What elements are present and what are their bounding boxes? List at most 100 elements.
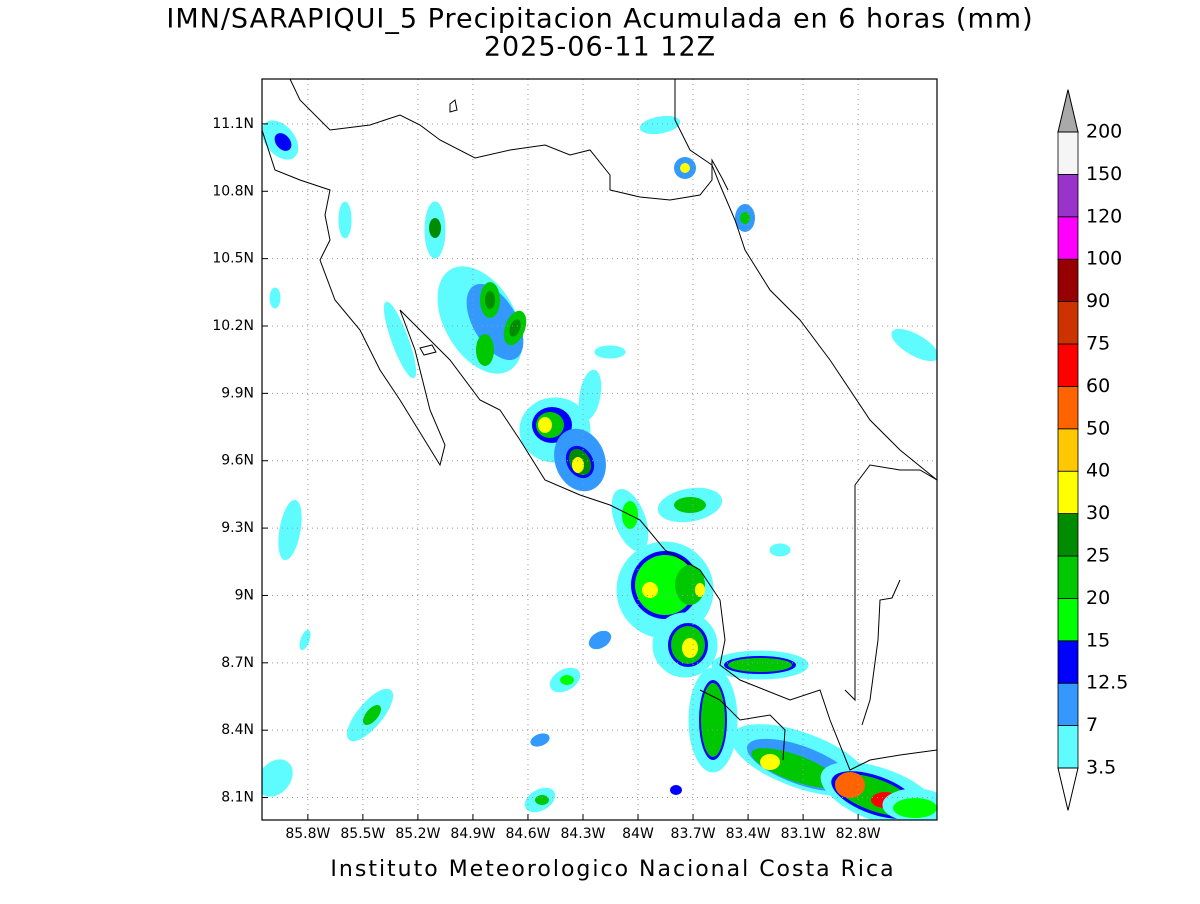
precip-area [695, 583, 705, 597]
colorbar-segment [1057, 258, 1079, 303]
colorbar-label: 120 [1086, 205, 1122, 227]
y-tick-label: 10.8N [212, 183, 254, 199]
precip-area [363, 705, 381, 725]
precip-area [262, 759, 293, 797]
x-tick-label: 85.5W [340, 826, 385, 842]
precip-area [476, 334, 494, 366]
colorbar-segment [1057, 725, 1079, 769]
colorbar-segment [1057, 470, 1079, 515]
island [419, 344, 437, 356]
precip-area [682, 638, 698, 658]
precip-area [572, 457, 584, 473]
x-tick-label: 83.7W [671, 826, 716, 842]
colorbar-segment [1057, 513, 1079, 557]
footer: Instituto Meteorologico Nacional Costa R… [330, 857, 895, 882]
island [449, 99, 458, 113]
x-tick-label: 83.4W [726, 826, 771, 842]
colorbar-label: 50 [1086, 417, 1110, 439]
colorbar-label: 3.5 [1086, 757, 1116, 779]
coastlines [262, 79, 937, 771]
colorbar-label: 15 [1086, 629, 1110, 651]
colorbar-label: 30 [1086, 502, 1110, 524]
border [861, 579, 901, 726]
x-tick-label: 85.8W [285, 826, 330, 842]
colorbar-label: 25 [1086, 545, 1110, 567]
precip-area [538, 417, 552, 433]
colorbar-label: 100 [1086, 248, 1122, 270]
precip-area [670, 785, 682, 795]
colorbar-segment [1057, 598, 1079, 642]
colorbar-segment [1057, 131, 1079, 175]
x-tick-label: 85.2W [395, 826, 440, 842]
y-tick-label: 10.5N [212, 251, 254, 267]
colorbar-over [1057, 89, 1079, 133]
precipitation-field [262, 115, 937, 820]
precip-area [578, 369, 602, 421]
y-tick-label: 8.7N [221, 655, 254, 671]
precip-area [530, 733, 550, 747]
precip-area [835, 772, 865, 798]
title: IMN/SARAPIQUI_5 Precipitacion Acumulada … [166, 4, 1033, 35]
colorbar-segment [1057, 640, 1079, 684]
colorbar-segment [1057, 682, 1079, 727]
precip-area [485, 291, 495, 309]
colorbar-segment [1057, 216, 1079, 260]
x-tick-label: 84W [622, 826, 654, 842]
y-tick-label: 9.6N [221, 453, 254, 469]
colorbar-segment [1057, 173, 1079, 218]
precip-area [740, 212, 750, 224]
coastline [699, 689, 786, 761]
colorbar-label: 7 [1086, 714, 1098, 736]
y-tick-label: 9N [235, 587, 254, 603]
precip-area [299, 630, 311, 650]
y-tick-label: 8.4N [221, 722, 254, 738]
colorbar-segment [1057, 343, 1079, 387]
precip-area [893, 798, 937, 818]
x-tick-label: 84.9W [450, 826, 495, 842]
precip-area [760, 754, 780, 770]
colorbar-label: 90 [1086, 290, 1110, 312]
precip-area [383, 301, 417, 379]
x-tick-label: 83.1W [781, 826, 826, 842]
colorbar-segment [1057, 301, 1079, 345]
colorbar-label: 150 [1086, 163, 1122, 185]
precip-area [728, 658, 792, 672]
subtitle: 2025-06-11 12Z [484, 32, 716, 63]
precip-area [535, 795, 549, 805]
colorbar-label: 40 [1086, 460, 1110, 482]
precip-area [642, 582, 658, 598]
y-tick-label: 11.1N [212, 116, 254, 132]
x-tick-label: 82.8W [836, 826, 881, 842]
precip-area [639, 115, 681, 135]
y-tick-label: 10.2N [212, 318, 254, 334]
colorbar-under [1057, 767, 1079, 811]
colorbar-segment [1057, 385, 1079, 430]
coastline [289, 79, 729, 201]
coastline [711, 164, 937, 481]
precip-area [594, 345, 626, 359]
precip-area [560, 675, 574, 685]
colorbar-label: 12.5 [1086, 672, 1128, 694]
precip-area [274, 133, 292, 151]
border [844, 464, 937, 702]
precip-area [769, 543, 791, 557]
x-tick-label: 84.3W [560, 826, 605, 842]
colorbar-label: 20 [1086, 587, 1110, 609]
precip-area [635, 555, 695, 615]
graticule: 85.8W 85.5W 85.2W 84.9W 84.6W 84.3W 84W 83.7W 83… [212, 79, 937, 842]
coastline [262, 129, 937, 771]
precip-area [269, 287, 281, 309]
precip-area [429, 218, 441, 238]
colorbar-label: 200 [1086, 121, 1122, 143]
precip-area [680, 163, 690, 173]
colorbar-label: 60 [1086, 375, 1110, 397]
colorbar-segment [1057, 428, 1079, 472]
coastline [674, 79, 713, 166]
precip-area [891, 328, 937, 362]
y-tick-label: 8.1N [221, 790, 254, 806]
precip-area [509, 319, 521, 337]
precip-area [674, 497, 706, 513]
map-frame [261, 78, 938, 821]
